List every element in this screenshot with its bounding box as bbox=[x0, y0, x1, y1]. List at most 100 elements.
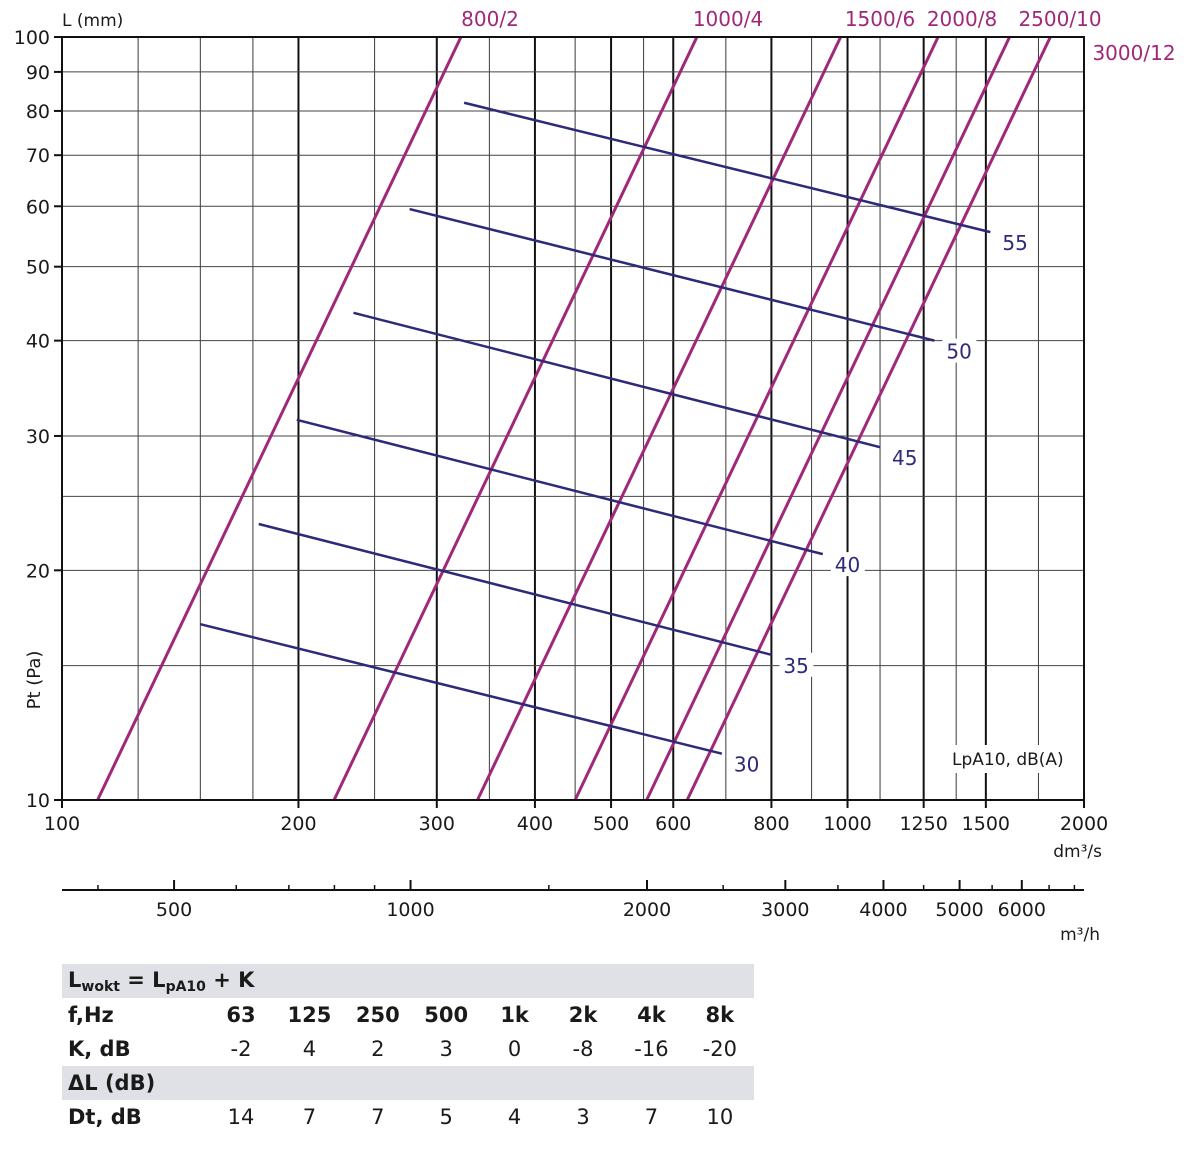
size-series-line bbox=[573, 36, 940, 801]
dt-cell: 5 bbox=[439, 1105, 453, 1129]
sound-series-line bbox=[409, 207, 935, 342]
formula-text: Lwokt = LpA10 + K bbox=[68, 967, 255, 995]
grid bbox=[61, 36, 1085, 801]
x2-tick-label: 2000 bbox=[623, 899, 671, 921]
y-tick-label: 60 bbox=[26, 196, 50, 218]
sound-series-line bbox=[463, 101, 991, 234]
sound-series-label: 50 bbox=[946, 340, 971, 364]
freq-cell: 63 bbox=[226, 1003, 256, 1027]
dt-cell: 4 bbox=[507, 1105, 522, 1129]
size-series-label: 800/2 bbox=[461, 7, 519, 31]
x-tick-label: 500 bbox=[593, 813, 629, 835]
y-tick-label: 90 bbox=[26, 62, 50, 84]
freq-row: f,Hz 63 125 250 500 1k 2k 4k 8k bbox=[62, 998, 754, 1032]
sound-label-bg bbox=[998, 230, 1033, 255]
x-tick-label: 2000 bbox=[1060, 813, 1108, 835]
dt-row: Dt, dB 14 7 7 5 4 3 7 10 bbox=[62, 1100, 754, 1134]
x-tick-label: 300 bbox=[419, 813, 455, 835]
size-series-line bbox=[685, 36, 1052, 801]
x2-tick-label: 4000 bbox=[859, 899, 907, 921]
dt-cell: 3 bbox=[576, 1105, 590, 1129]
x-tick-label: 800 bbox=[753, 813, 789, 835]
correction-table: Lwokt = LpA10 + K f,Hz 63 125 250 500 1k… bbox=[62, 964, 754, 1134]
size-series-label: 2000/8 bbox=[927, 7, 997, 31]
y-tick-label: 20 bbox=[26, 560, 50, 582]
k-cell: 2 bbox=[371, 1037, 385, 1061]
freq-label: f,Hz bbox=[68, 1003, 114, 1027]
freq-cell: 8k bbox=[705, 1003, 735, 1027]
size-series-line bbox=[332, 36, 699, 801]
sound-label-bg bbox=[779, 652, 814, 677]
sound-series-line bbox=[296, 418, 824, 556]
size-series-line bbox=[645, 36, 1011, 801]
sound-axis-label: LpA10, dB(A) bbox=[948, 745, 1066, 773]
freq-cell: 500 bbox=[424, 1003, 469, 1027]
sound-lines: 30 35 40 45 50 55 bbox=[200, 101, 1033, 777]
x-tick-label: 1500 bbox=[962, 813, 1010, 835]
formula-row: Lwokt = LpA10 + K bbox=[62, 964, 754, 998]
y-tick-label: 30 bbox=[26, 426, 50, 448]
y-tick-label: 40 bbox=[26, 331, 50, 353]
dt-label: Dt, dB bbox=[68, 1105, 142, 1129]
sound-series-line bbox=[258, 522, 772, 656]
sound-series-label: 35 bbox=[783, 654, 808, 678]
k-cell: 3 bbox=[439, 1037, 453, 1061]
dt-cell: 10 bbox=[706, 1105, 734, 1129]
x2-tick-label: 6000 bbox=[998, 899, 1046, 921]
size-series-label: 3000/12 bbox=[1092, 41, 1175, 65]
dt-cell: 7 bbox=[644, 1105, 659, 1129]
sound-series-line bbox=[353, 311, 881, 449]
x-tick-label: 1250 bbox=[899, 813, 947, 835]
x2-axis-label: m³/h bbox=[1060, 925, 1100, 945]
delta-row: ΔL (dB) bbox=[62, 1066, 754, 1100]
size-series-label: 1500/6 bbox=[845, 7, 915, 31]
x-tick-label: 1000 bbox=[823, 813, 871, 835]
y-tick-label: 100 bbox=[14, 27, 50, 49]
k-cell: -20 bbox=[702, 1037, 737, 1061]
x-tick-label: 400 bbox=[517, 813, 553, 835]
dt-cell: 7 bbox=[371, 1105, 385, 1129]
y-tick-label: 10 bbox=[26, 790, 50, 812]
x-tick-label: 200 bbox=[280, 813, 316, 835]
freq-cell: 125 bbox=[287, 1003, 332, 1027]
size-series-line bbox=[96, 36, 463, 801]
size-series-label: 2500/10 bbox=[1018, 7, 1101, 31]
freq-cell: 2k bbox=[568, 1003, 598, 1027]
y-tick-label: 70 bbox=[26, 145, 50, 167]
k-row: K, dB -2 4 2 3 0 -8 -16 -20 bbox=[62, 1032, 754, 1066]
size-series-label: 1000/4 bbox=[693, 7, 763, 31]
sound-series-label: 45 bbox=[892, 446, 917, 470]
x2-tick-label: 5000 bbox=[935, 899, 983, 921]
sound-series-label: 40 bbox=[835, 553, 860, 577]
x-tick-label: 600 bbox=[655, 813, 691, 835]
sound-label-bg bbox=[888, 445, 923, 470]
k-cell: 0 bbox=[507, 1037, 522, 1061]
axes: 10 20 30 40 50 60 70 80 90 100 100 200 300 400 500 600 8… bbox=[14, 27, 1108, 921]
x-tick-label: 100 bbox=[44, 813, 80, 835]
y-tick-label: 80 bbox=[26, 101, 50, 123]
x2-tick-label: 3000 bbox=[761, 899, 809, 921]
sound-series-line bbox=[200, 622, 723, 755]
x2-tick-label: 1000 bbox=[386, 899, 434, 921]
y-tick-label: 50 bbox=[26, 257, 50, 279]
k-cell: -16 bbox=[634, 1037, 669, 1061]
size-series-line bbox=[476, 36, 842, 801]
delta-label: ΔL (dB) bbox=[68, 1071, 156, 1095]
k-cell: -2 bbox=[230, 1037, 252, 1061]
size-lines: 800/2 1000/4 1500/6 2000/8 2500/10 3000/12 bbox=[96, 7, 1176, 801]
sound-label-bg bbox=[942, 338, 977, 363]
size-legend-title: L (mm) bbox=[62, 11, 123, 31]
k-label: K, dB bbox=[68, 1037, 131, 1061]
sound-label-bg bbox=[729, 751, 764, 776]
freq-cell: 1k bbox=[500, 1003, 529, 1027]
sound-axis-label-text: LpA10, dB(A) bbox=[952, 750, 1064, 770]
k-cell: 4 bbox=[302, 1037, 317, 1061]
x2-tick-label: 500 bbox=[156, 899, 192, 921]
sound-series-label: 55 bbox=[1002, 231, 1027, 255]
sound-series-label: 30 bbox=[734, 753, 759, 777]
plot-frame bbox=[61, 36, 1085, 801]
dt-cell: 7 bbox=[302, 1105, 317, 1129]
k-cell: -8 bbox=[572, 1037, 594, 1061]
freq-cell: 4k bbox=[637, 1003, 666, 1027]
sound-label-bg bbox=[830, 552, 865, 577]
